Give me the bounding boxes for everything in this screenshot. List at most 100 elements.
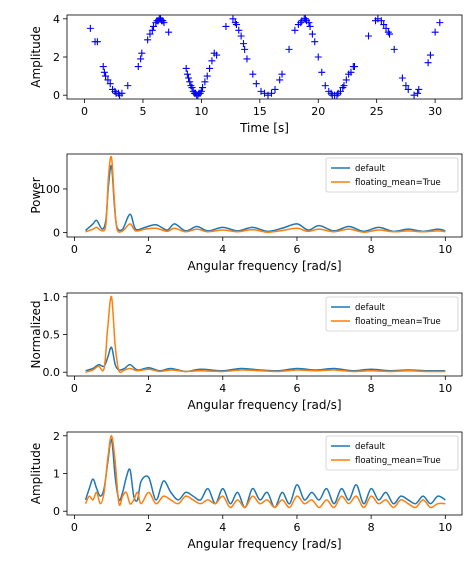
legend-entry: default bbox=[355, 442, 386, 452]
x-tick-label: 2 bbox=[145, 243, 152, 256]
data-point bbox=[134, 63, 142, 71]
data-point bbox=[252, 80, 260, 88]
data-point bbox=[183, 70, 191, 78]
series-line-floating-mean bbox=[84, 435, 446, 509]
y-axis-label: Power bbox=[29, 177, 43, 213]
y-tick-label: 1.0 bbox=[43, 291, 61, 304]
y-tick-label: 100 bbox=[39, 183, 60, 196]
data-point bbox=[398, 74, 406, 82]
plot-area bbox=[85, 295, 446, 374]
data-point bbox=[124, 82, 132, 90]
data-point bbox=[426, 51, 434, 59]
data-point bbox=[308, 30, 316, 38]
x-tick-label: 10 bbox=[194, 105, 208, 118]
series-line-floating-mean bbox=[85, 155, 446, 233]
y-tick-label: 0.5 bbox=[43, 329, 61, 342]
x-tick-label: 10 bbox=[438, 243, 452, 256]
x-tick-label: 6 bbox=[293, 382, 300, 395]
legend: default floating_mean=True bbox=[325, 435, 459, 471]
x-axis-label: Time [s] bbox=[239, 121, 289, 135]
data-point bbox=[118, 89, 126, 97]
data-point bbox=[410, 91, 418, 99]
x-tick-label: 4 bbox=[219, 243, 226, 256]
data-point bbox=[386, 30, 394, 38]
data-point bbox=[340, 82, 348, 90]
data-point bbox=[148, 26, 156, 34]
y-tick-label: 4 bbox=[53, 13, 60, 26]
data-point bbox=[165, 28, 173, 36]
data-point bbox=[285, 45, 293, 53]
data-point bbox=[185, 74, 193, 82]
data-point bbox=[431, 28, 439, 36]
data-point bbox=[93, 38, 101, 46]
data-point bbox=[305, 19, 313, 27]
legend-entry: default bbox=[355, 164, 386, 174]
data-point bbox=[186, 78, 194, 86]
x-tick-label: 4 bbox=[219, 382, 226, 395]
data-point bbox=[268, 89, 276, 97]
x-tick-label: 4 bbox=[219, 521, 226, 534]
y-tick-label: 2 bbox=[53, 51, 60, 64]
data-point bbox=[291, 26, 299, 34]
panel-1: 0 5 10 15 20 25 30 0 2 4 Time [s] Amplitude bbox=[29, 13, 463, 135]
x-axis-label: Angular frequency [rad/s] bbox=[187, 537, 341, 551]
data-point bbox=[350, 63, 358, 71]
data-point bbox=[342, 76, 350, 84]
series-line-floating-mean bbox=[85, 295, 446, 374]
data-point bbox=[137, 55, 145, 63]
panel-3: 0 2 4 6 8 10 0.0 0.5 1.0 Angular frequency [rad/s… bbox=[29, 291, 463, 412]
data-point bbox=[188, 84, 196, 92]
data-point bbox=[249, 70, 257, 78]
data-point bbox=[146, 30, 154, 38]
data-point bbox=[402, 82, 410, 90]
x-tick-label: 2 bbox=[145, 382, 152, 395]
x-tick-label: 5 bbox=[139, 105, 146, 118]
data-point bbox=[365, 32, 373, 40]
data-point bbox=[311, 38, 319, 46]
series-line-default bbox=[85, 346, 446, 373]
x-tick-label: 0 bbox=[71, 382, 78, 395]
data-point bbox=[318, 68, 326, 76]
y-axis-label: Normalized bbox=[29, 300, 43, 368]
data-point bbox=[404, 85, 412, 93]
data-point bbox=[160, 19, 168, 27]
legend: default floating_mean=True bbox=[325, 157, 459, 193]
data-point bbox=[382, 24, 390, 32]
panel-4: 0 2 4 6 8 10 0 1 2 Angular frequency [rad/s] Ampli… bbox=[29, 430, 463, 551]
data-point bbox=[222, 22, 230, 30]
data-point bbox=[278, 70, 286, 78]
x-tick-label: 8 bbox=[368, 382, 375, 395]
data-point bbox=[314, 53, 322, 61]
data-point bbox=[380, 21, 388, 29]
y-tick-label: 0 bbox=[53, 227, 60, 240]
data-point bbox=[102, 72, 110, 80]
y-axis-label: Amplitude bbox=[29, 26, 43, 88]
data-point bbox=[237, 32, 245, 40]
data-point bbox=[347, 68, 355, 76]
legend: default floating_mean=True bbox=[325, 296, 459, 332]
series-line-default bbox=[84, 438, 446, 509]
data-point bbox=[208, 57, 216, 65]
x-axis-label: Angular frequency [rad/s] bbox=[187, 398, 341, 412]
data-point bbox=[149, 22, 157, 30]
x-tick-label: 0 bbox=[81, 105, 88, 118]
data-point bbox=[232, 21, 240, 29]
data-point bbox=[414, 89, 422, 97]
data-point bbox=[264, 91, 272, 99]
plot-area bbox=[85, 155, 446, 233]
data-point bbox=[203, 72, 211, 80]
data-point bbox=[271, 85, 279, 93]
legend-entry: floating_mean=True bbox=[355, 317, 441, 327]
data-point bbox=[243, 55, 251, 63]
data-point bbox=[144, 36, 152, 44]
x-tick-label: 30 bbox=[428, 105, 442, 118]
plot-area bbox=[86, 15, 444, 99]
data-point bbox=[321, 82, 329, 90]
x-tick-label: 25 bbox=[370, 105, 384, 118]
x-tick-label: 8 bbox=[368, 521, 375, 534]
data-point bbox=[201, 78, 209, 86]
x-tick-label: 20 bbox=[311, 105, 325, 118]
data-point bbox=[436, 19, 444, 27]
data-point bbox=[239, 40, 247, 48]
